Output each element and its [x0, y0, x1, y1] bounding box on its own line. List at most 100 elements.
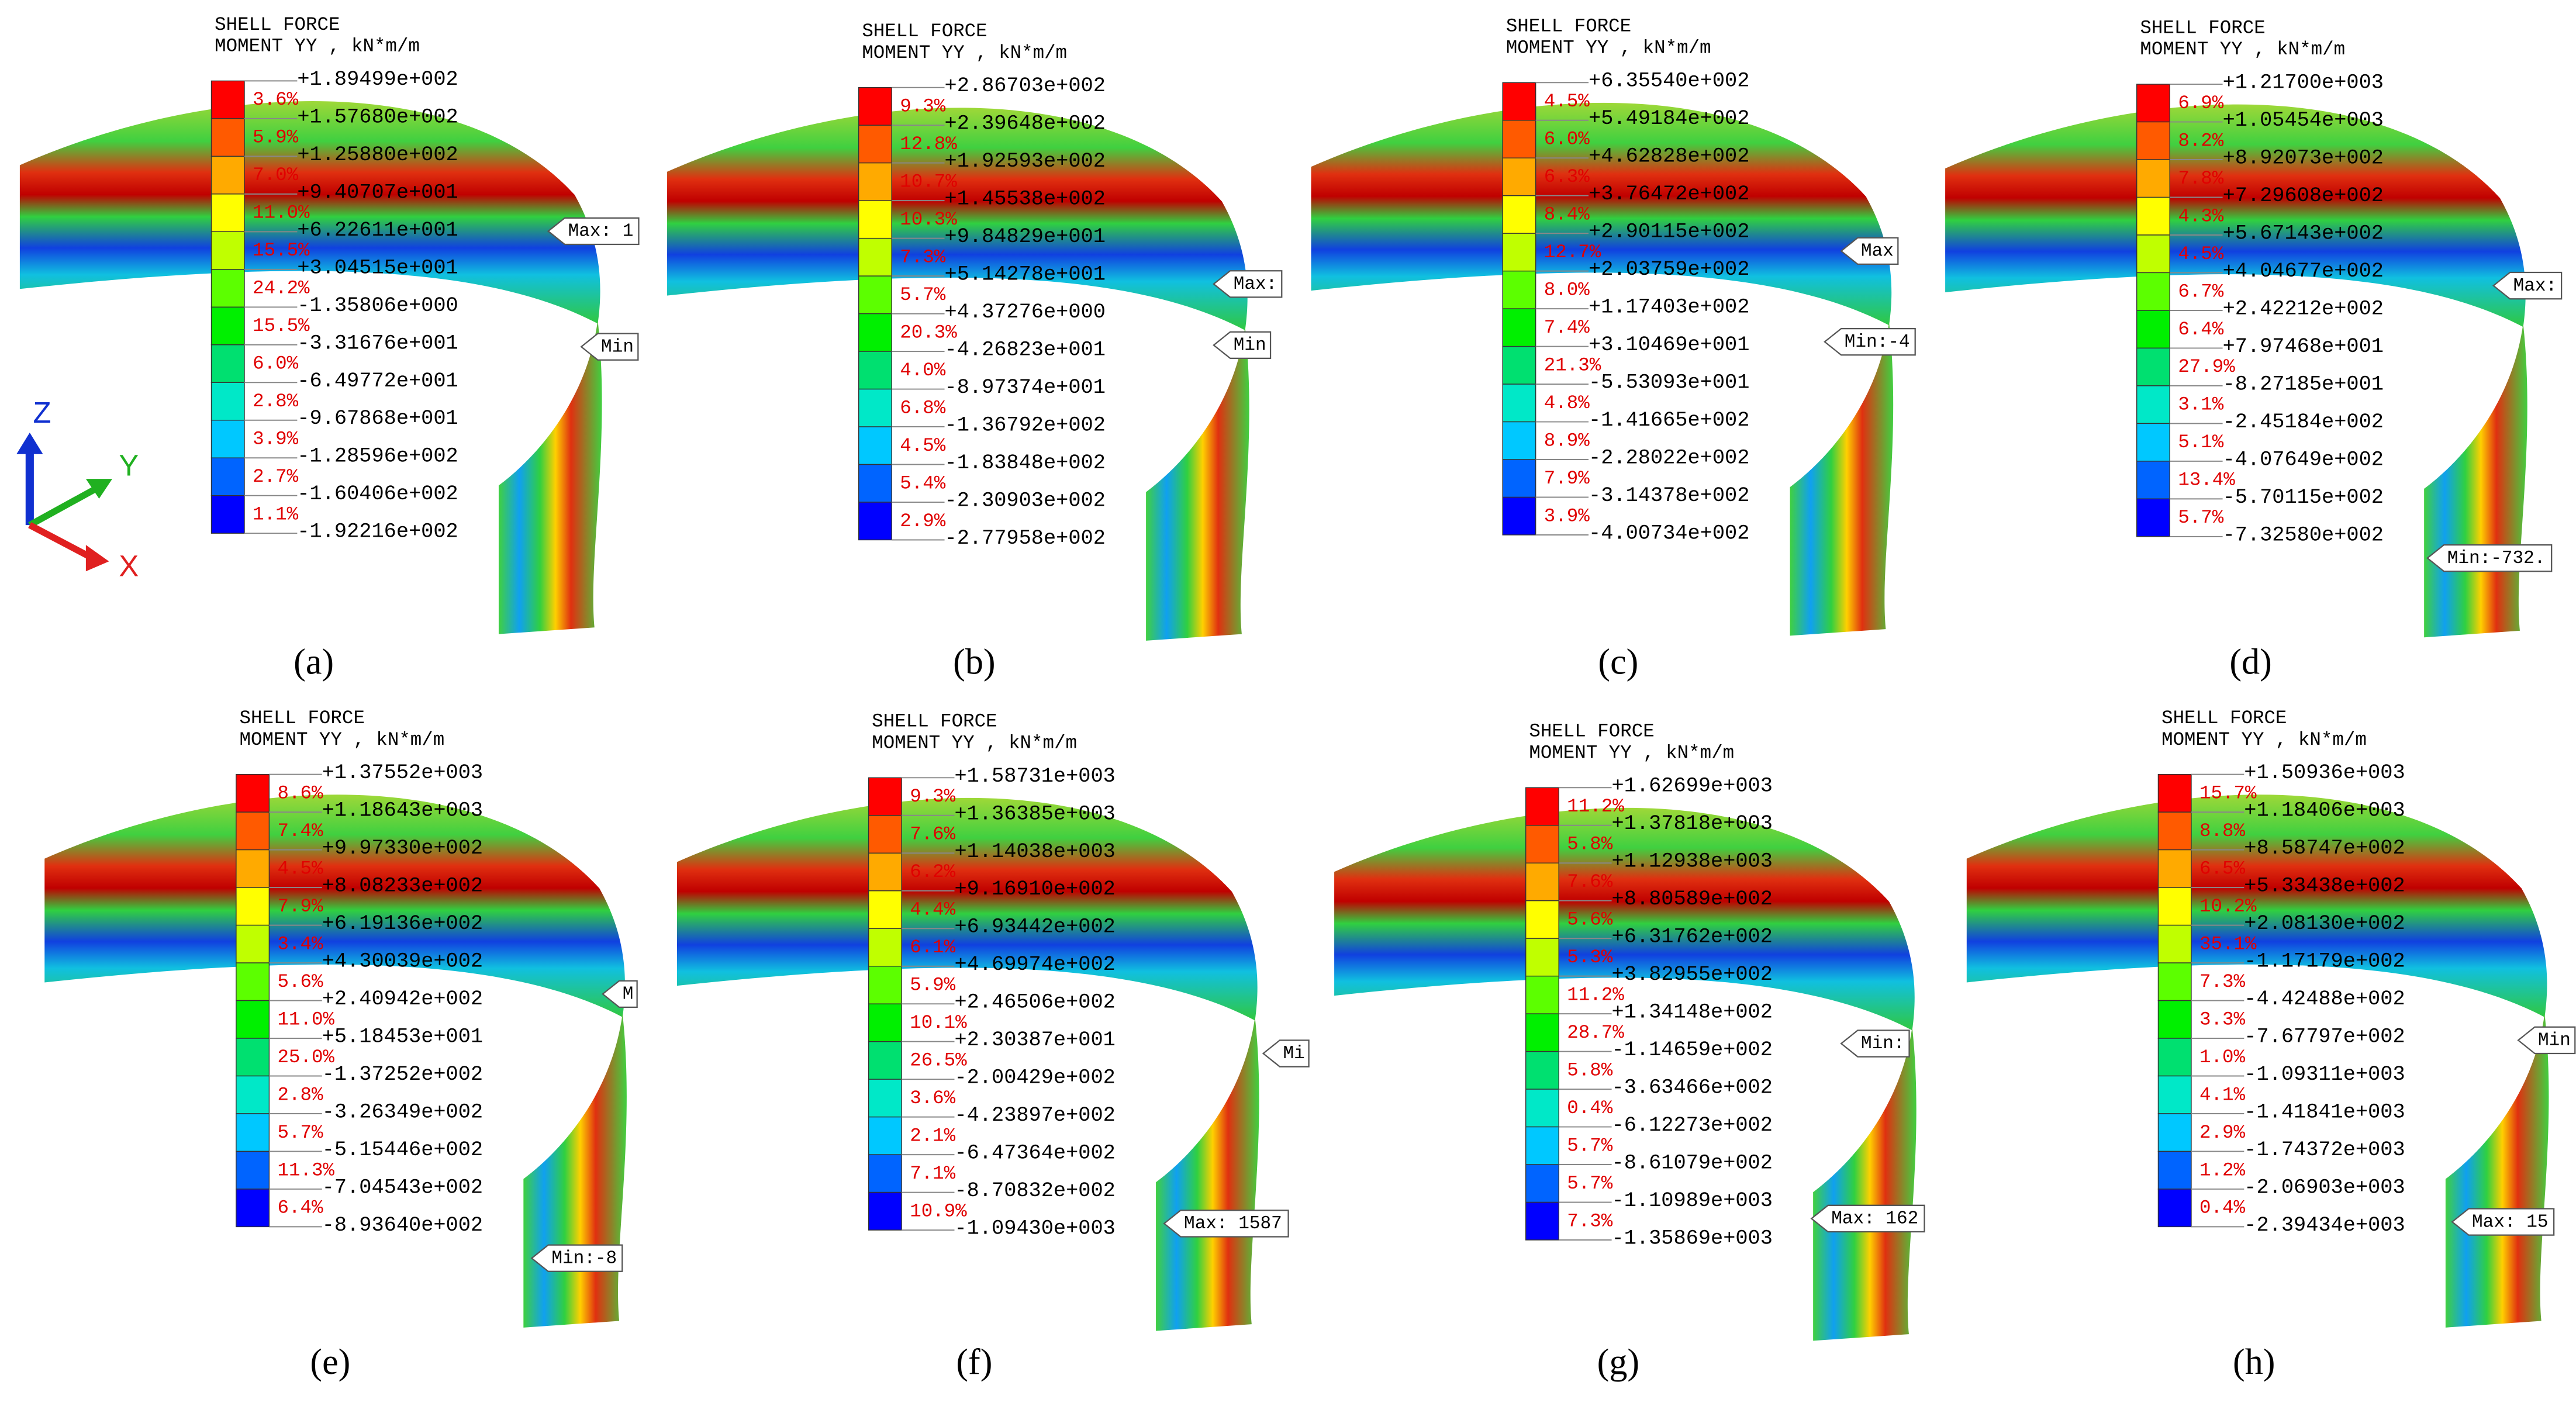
band-percent: 11.2%	[1567, 984, 1624, 1006]
color-band	[1502, 346, 1536, 385]
min-label-box	[1262, 1039, 1310, 1068]
level-label: +1.14038e+003	[954, 840, 1115, 863]
level-label: +9.16910e+002	[954, 878, 1115, 901]
band-percent: 1.1%	[253, 504, 298, 526]
min-label-box	[1824, 327, 1916, 356]
color-band	[236, 1113, 270, 1152]
color-band	[2136, 234, 2170, 274]
color-band	[236, 962, 270, 1001]
color-band	[236, 1189, 270, 1228]
axis-triad: Z Y X	[16, 396, 139, 583]
legend-subtitle: MOMENT YY , kN*m/m	[1529, 742, 1734, 764]
color-band	[858, 426, 892, 465]
color-band	[2157, 924, 2192, 963]
level-label: -1.41841e+003	[2244, 1100, 2405, 1124]
level-label: +6.35540e+002	[1589, 70, 1749, 93]
min-label: Mi	[1283, 1044, 1305, 1064]
color-band	[2136, 385, 2170, 424]
shell-strip	[2424, 323, 2527, 638]
level-label: +3.10469e+001	[1589, 333, 1749, 357]
color-band	[210, 156, 245, 195]
shell-strip	[1790, 322, 1894, 636]
min-label-box	[580, 333, 639, 361]
max-label: Max: 1587	[1184, 1214, 1282, 1234]
band-percent: 3.3%	[2199, 1008, 2245, 1030]
band-percent: 6.9%	[2178, 92, 2223, 114]
color-band	[858, 237, 892, 277]
legend-title: SHELL FORCE	[2140, 18, 2265, 39]
level-label: +1.12938e+003	[1612, 850, 1773, 873]
color-band	[236, 887, 270, 926]
color-band	[236, 1075, 270, 1114]
color-band	[236, 1151, 270, 1190]
band-percent: 4.4%	[910, 899, 955, 921]
level-label: -2.30903e+002	[945, 489, 1106, 513]
panel-caption: (h)	[2233, 1342, 2275, 1382]
legend-subtitle: MOMENT YY , kN*m/m	[240, 729, 445, 751]
band-percent: 11.0%	[277, 1008, 334, 1030]
shell-ring	[676, 797, 1258, 1021]
level-label: +4.69974e+002	[954, 953, 1115, 976]
color-band	[2136, 498, 2170, 537]
band-percent: 4.5%	[277, 858, 323, 879]
level-label: +7.29608e+002	[2223, 184, 2384, 208]
band-percent: 15.5%	[253, 240, 310, 261]
color-band	[868, 890, 902, 929]
band-percent: 0.4%	[2199, 1197, 2245, 1219]
level-label: +1.05454e+003	[2223, 109, 2384, 132]
level-label: +2.03759e+002	[1589, 258, 1749, 281]
color-band	[1525, 1126, 1559, 1165]
level-label: +5.67143e+002	[2223, 222, 2384, 245]
band-percent: 10.7%	[900, 171, 957, 192]
color-band	[2157, 887, 2192, 926]
band-percent: 2.9%	[2199, 1122, 2245, 1144]
band-percent: 5.4%	[900, 472, 945, 494]
level-label: +1.18643e+003	[322, 799, 483, 823]
band-percent: 7.6%	[910, 824, 955, 845]
color-band	[868, 1079, 902, 1118]
band-percent: 5.7%	[1567, 1135, 1612, 1156]
band-percent: 2.8%	[253, 391, 298, 412]
band-percent: 5.7%	[2178, 507, 2223, 528]
band-percent: 1.2%	[2199, 1159, 2245, 1181]
level-label: +3.76472e+002	[1589, 182, 1749, 206]
shell-strip	[498, 320, 602, 634]
band-percent: 4.0%	[900, 360, 945, 381]
band-percent: 4.8%	[1544, 392, 1590, 414]
level-label: -1.10989e+003	[1612, 1189, 1773, 1212]
band-percent: 3.6%	[910, 1087, 955, 1109]
y-label: Y	[119, 448, 139, 482]
color-band	[1525, 938, 1559, 977]
max-label: Max	[1861, 241, 1894, 262]
color-band	[1525, 862, 1559, 901]
legend-title: SHELL FORCE	[872, 711, 997, 733]
band-percent: 6.0%	[253, 353, 298, 375]
band-percent: 7.3%	[1567, 1210, 1612, 1232]
level-label: -1.09311e+003	[2244, 1063, 2405, 1086]
color-band	[858, 125, 892, 164]
band-percent: 4.5%	[1544, 91, 1590, 112]
color-band	[210, 344, 245, 383]
max-label-box	[1213, 270, 1283, 298]
band-percent: 4.5%	[900, 435, 945, 457]
level-label: +4.30039e+002	[322, 950, 483, 973]
color-band	[858, 200, 892, 239]
level-label: -2.06903e+003	[2244, 1176, 2405, 1199]
color-band	[236, 1000, 270, 1039]
level-label: -6.47364e+002	[954, 1142, 1115, 1165]
color-band	[2136, 121, 2170, 160]
shell-strip	[1156, 1017, 1259, 1331]
shell-strip	[1146, 327, 1249, 641]
band-percent: 5.9%	[910, 975, 955, 996]
panel-caption: (f)	[956, 1342, 992, 1382]
level-label: -1.28596e+002	[297, 445, 458, 468]
band-percent: 5.7%	[277, 1122, 323, 1144]
level-label: +4.37276e+000	[945, 300, 1106, 324]
color-band	[1502, 496, 1536, 536]
level-label: +7.97468e+001	[2223, 335, 2384, 358]
color-band	[2136, 196, 2170, 236]
